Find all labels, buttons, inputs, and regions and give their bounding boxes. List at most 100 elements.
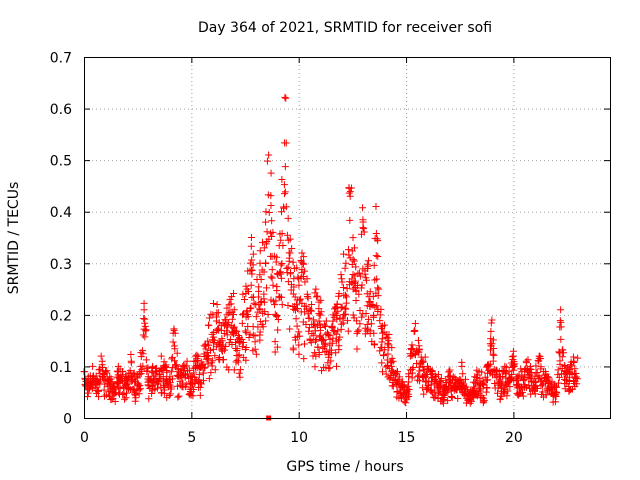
data-point: [244, 267, 252, 275]
data-point: [437, 382, 445, 390]
data-point: [333, 301, 341, 309]
data-point: [277, 236, 285, 244]
data-point: [548, 378, 556, 386]
data-point: [338, 275, 346, 283]
data-point: [306, 336, 314, 344]
data-point: [488, 340, 496, 348]
data-point: [424, 362, 432, 370]
data-point: [339, 315, 347, 323]
data-point: [230, 366, 238, 374]
data-point: [385, 331, 393, 339]
data-point: [195, 371, 203, 379]
data-point: [127, 357, 135, 365]
data-point: [249, 331, 257, 339]
data-point: [381, 321, 389, 329]
data-point: [362, 309, 370, 317]
data-point: [133, 374, 141, 382]
data-point: [376, 311, 384, 319]
data-point: [381, 346, 389, 354]
data-point: [368, 301, 376, 309]
data-point: [189, 392, 197, 400]
data-point: [352, 296, 360, 304]
data-point: [552, 383, 560, 391]
data-points: [80, 93, 582, 421]
data-point: [334, 307, 342, 315]
data-point: [549, 398, 557, 406]
data-point: [153, 377, 161, 385]
data-point: [356, 320, 364, 328]
y-tick-label: 0.4: [50, 205, 72, 221]
data-point: [111, 398, 119, 406]
data-point: [199, 369, 207, 377]
data-point: [260, 295, 268, 303]
data-point: [506, 383, 514, 391]
data-point: [505, 368, 513, 376]
data-point: [566, 361, 574, 369]
data-point: [385, 337, 393, 345]
data-point: [142, 356, 150, 364]
data-point: [535, 352, 543, 360]
data-point: [292, 306, 300, 314]
data-point: [376, 317, 384, 325]
data-point: [179, 362, 187, 370]
data-point: [557, 323, 565, 331]
data-point: [116, 385, 124, 393]
data-point: [233, 356, 241, 364]
data-point: [93, 376, 101, 384]
data-point: [345, 251, 353, 259]
data-point: [572, 370, 580, 378]
data-point: [485, 362, 493, 370]
data-point: [300, 302, 308, 310]
data-point: [268, 274, 276, 282]
data-point: [192, 352, 200, 360]
data-point: [571, 365, 579, 373]
data-point: [305, 314, 313, 322]
data-point: [355, 290, 363, 298]
data-point: [504, 387, 512, 395]
data-point: [325, 364, 333, 372]
data-point: [268, 217, 276, 225]
data-point: [207, 369, 215, 377]
data-point: [532, 369, 540, 377]
data-point: [295, 281, 303, 289]
data-point: [539, 368, 547, 376]
data-point: [402, 388, 410, 396]
data-point: [218, 335, 226, 343]
data-point: [487, 327, 495, 335]
data-point: [130, 369, 138, 377]
data-point: [449, 373, 457, 381]
data-point: [174, 393, 182, 401]
data-point: [265, 235, 273, 243]
data-point: [557, 306, 565, 314]
data-point: [209, 357, 217, 365]
data-point: [241, 346, 249, 354]
data-point: [125, 385, 133, 393]
data-point: [217, 326, 225, 334]
data-point: [183, 357, 191, 365]
data-point: [388, 354, 396, 362]
data-point: [367, 320, 375, 328]
data-point: [389, 369, 397, 377]
data-point: [489, 357, 497, 365]
data-point: [288, 244, 296, 252]
data-point: [416, 367, 424, 375]
data-point: [106, 373, 114, 381]
data-point: [325, 331, 333, 339]
data-point: [287, 281, 295, 289]
data-point: [187, 373, 195, 381]
data-point: [280, 190, 288, 198]
data-point: [458, 362, 466, 370]
y-axis-label: SRMTID / TECUs: [6, 182, 22, 295]
data-point: [260, 298, 268, 306]
data-point: [85, 385, 93, 393]
data-point: [202, 340, 210, 348]
data-point: [280, 181, 288, 189]
data-point: [291, 293, 299, 301]
data-point: [459, 370, 467, 378]
data-point: [313, 292, 321, 300]
data-point: [196, 362, 204, 370]
y-tick-label: 0.5: [50, 154, 72, 170]
data-point: [167, 368, 175, 376]
data-point: [271, 310, 279, 318]
x-tick-label: 5: [187, 430, 196, 446]
